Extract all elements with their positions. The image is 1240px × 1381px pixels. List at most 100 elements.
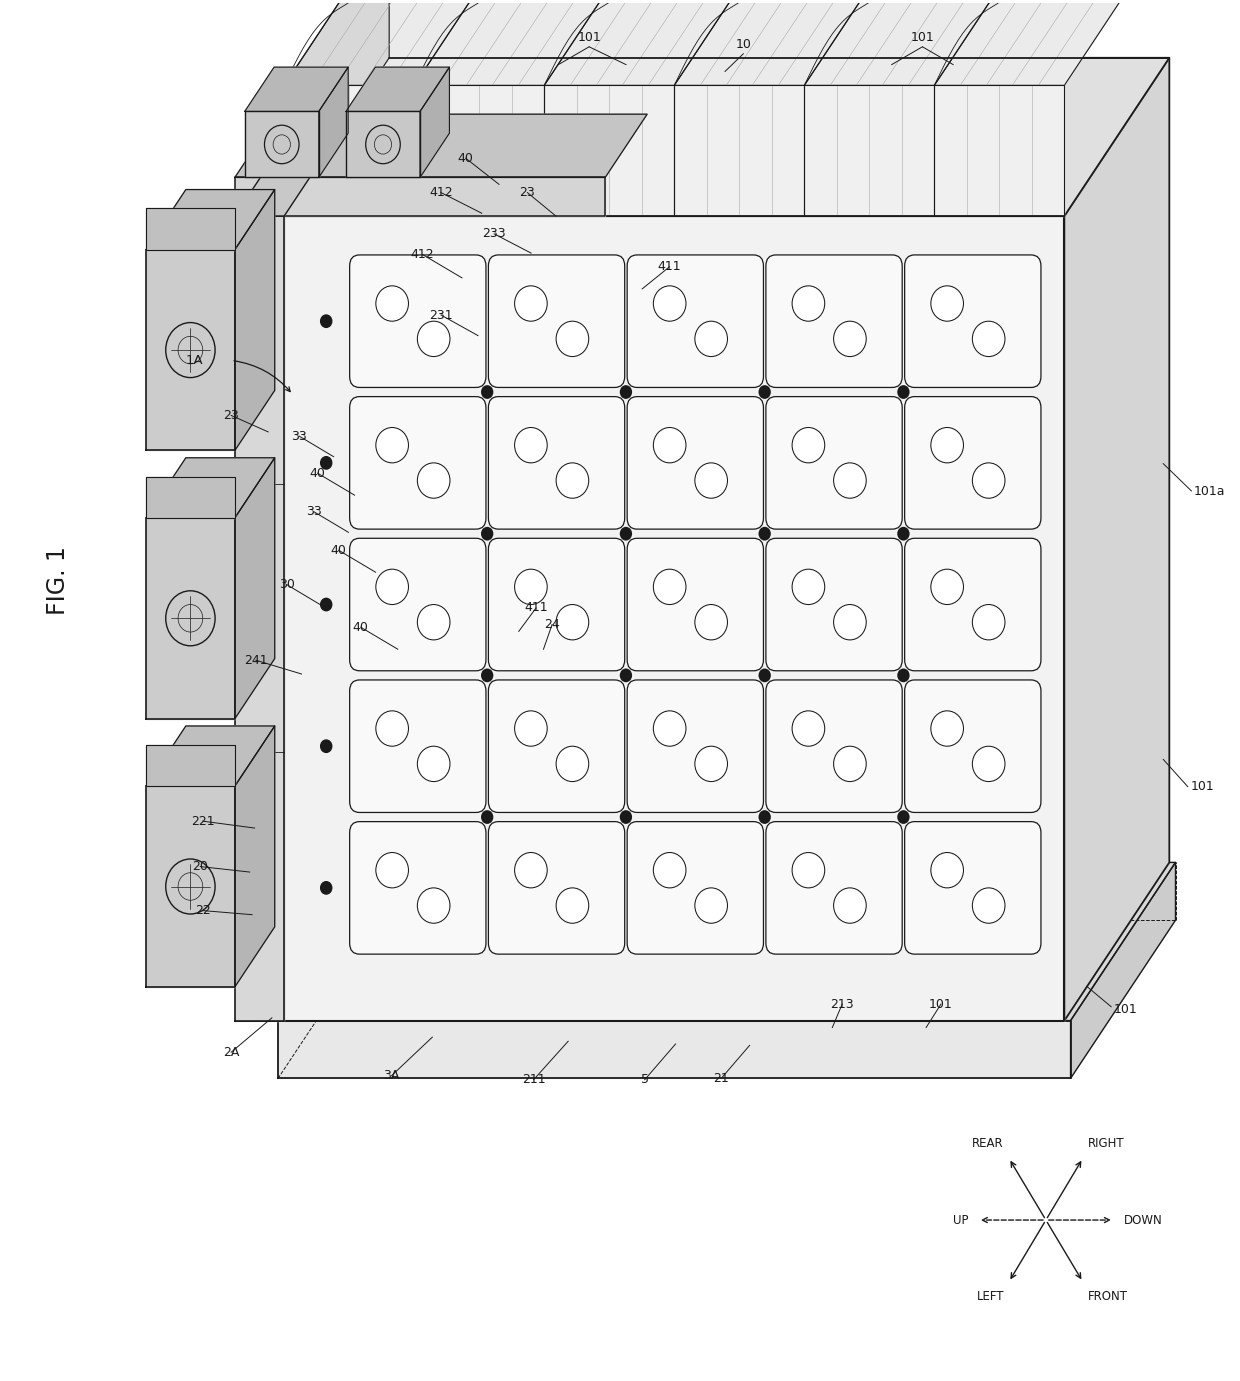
Ellipse shape — [653, 569, 686, 605]
Polygon shape — [244, 112, 319, 178]
Ellipse shape — [931, 852, 963, 888]
Text: 21: 21 — [713, 1072, 729, 1085]
Text: RIGHT: RIGHT — [1087, 1137, 1125, 1150]
FancyBboxPatch shape — [766, 679, 903, 812]
Circle shape — [481, 385, 494, 399]
Circle shape — [481, 811, 494, 824]
Circle shape — [759, 526, 771, 540]
Text: 33: 33 — [291, 429, 308, 442]
FancyBboxPatch shape — [905, 679, 1040, 812]
Polygon shape — [146, 209, 234, 250]
Text: 211: 211 — [522, 1073, 546, 1087]
Text: 40: 40 — [310, 467, 325, 479]
Ellipse shape — [376, 428, 408, 463]
Ellipse shape — [653, 711, 686, 746]
Ellipse shape — [653, 286, 686, 322]
Circle shape — [898, 526, 910, 540]
Text: 3A: 3A — [383, 1069, 399, 1083]
Polygon shape — [234, 153, 326, 215]
Ellipse shape — [556, 463, 589, 499]
Ellipse shape — [833, 888, 867, 924]
Ellipse shape — [694, 463, 728, 499]
Ellipse shape — [931, 428, 963, 463]
Text: 101: 101 — [1190, 780, 1214, 793]
Text: 101a: 101a — [1194, 485, 1225, 497]
Ellipse shape — [418, 605, 450, 639]
Ellipse shape — [515, 852, 547, 888]
Polygon shape — [420, 68, 449, 178]
Polygon shape — [346, 68, 449, 112]
Polygon shape — [284, 0, 389, 215]
Text: LEFT: LEFT — [976, 1290, 1004, 1304]
FancyBboxPatch shape — [350, 679, 486, 812]
Polygon shape — [278, 1021, 1070, 1079]
Text: 412: 412 — [410, 249, 434, 261]
Text: 241: 241 — [244, 653, 268, 667]
Ellipse shape — [792, 286, 825, 322]
Polygon shape — [805, 86, 935, 215]
Ellipse shape — [556, 888, 589, 924]
Text: 23: 23 — [223, 409, 239, 423]
Polygon shape — [234, 189, 275, 450]
FancyBboxPatch shape — [766, 822, 903, 954]
Circle shape — [620, 668, 632, 682]
Circle shape — [759, 811, 771, 824]
Text: 233: 233 — [482, 228, 506, 240]
FancyBboxPatch shape — [350, 396, 486, 529]
Circle shape — [321, 740, 332, 753]
Text: 2A: 2A — [223, 1045, 239, 1059]
Ellipse shape — [792, 428, 825, 463]
Ellipse shape — [556, 322, 589, 356]
Ellipse shape — [376, 711, 408, 746]
Ellipse shape — [972, 746, 1004, 782]
Polygon shape — [244, 68, 348, 112]
Ellipse shape — [515, 428, 547, 463]
FancyBboxPatch shape — [766, 255, 903, 388]
Ellipse shape — [694, 605, 728, 639]
Polygon shape — [146, 189, 275, 250]
FancyBboxPatch shape — [627, 396, 764, 529]
Ellipse shape — [653, 428, 686, 463]
Ellipse shape — [833, 322, 867, 356]
Polygon shape — [1070, 862, 1176, 1079]
Ellipse shape — [931, 569, 963, 605]
Polygon shape — [1064, 58, 1169, 1021]
FancyBboxPatch shape — [627, 255, 764, 388]
Ellipse shape — [376, 852, 408, 888]
Text: DOWN: DOWN — [1123, 1214, 1162, 1226]
FancyBboxPatch shape — [489, 822, 625, 954]
Text: 5: 5 — [641, 1073, 649, 1087]
Polygon shape — [284, 58, 1169, 215]
Ellipse shape — [931, 286, 963, 322]
Circle shape — [321, 457, 332, 470]
Polygon shape — [935, 0, 1169, 86]
Ellipse shape — [418, 746, 450, 782]
FancyBboxPatch shape — [905, 822, 1040, 954]
Ellipse shape — [515, 286, 547, 322]
Polygon shape — [805, 0, 1039, 86]
Text: 33: 33 — [306, 505, 321, 518]
Ellipse shape — [694, 746, 728, 782]
Ellipse shape — [418, 888, 450, 924]
Text: FRONT: FRONT — [1087, 1290, 1128, 1304]
FancyBboxPatch shape — [627, 679, 764, 812]
FancyBboxPatch shape — [766, 539, 903, 671]
Text: 22: 22 — [195, 905, 211, 917]
Polygon shape — [234, 457, 275, 718]
Circle shape — [759, 668, 771, 682]
Ellipse shape — [418, 463, 450, 499]
Polygon shape — [234, 215, 284, 1021]
Circle shape — [481, 526, 494, 540]
Ellipse shape — [972, 888, 1004, 924]
Text: 101: 101 — [929, 997, 952, 1011]
Text: 213: 213 — [831, 997, 854, 1011]
Text: 411: 411 — [525, 602, 548, 615]
Ellipse shape — [376, 569, 408, 605]
Polygon shape — [146, 250, 234, 450]
FancyBboxPatch shape — [350, 539, 486, 671]
Ellipse shape — [376, 286, 408, 322]
Polygon shape — [146, 726, 275, 786]
Ellipse shape — [515, 711, 547, 746]
Circle shape — [759, 385, 771, 399]
Ellipse shape — [833, 605, 867, 639]
